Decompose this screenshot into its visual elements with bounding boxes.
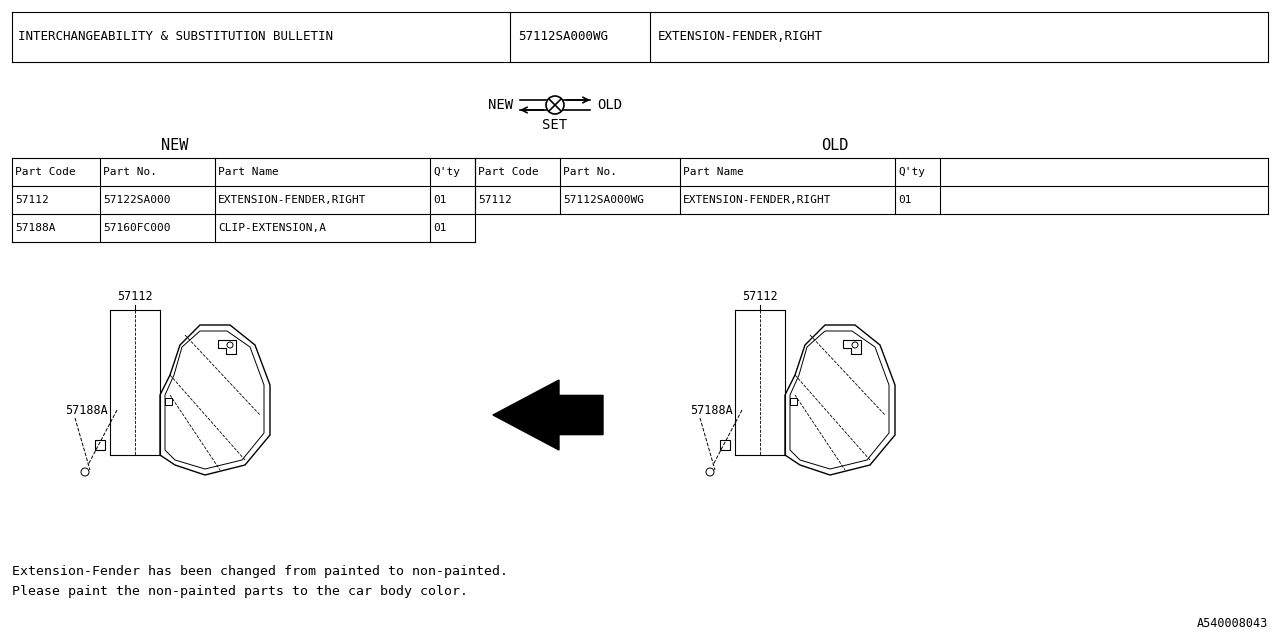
Text: Part No.: Part No. — [102, 167, 157, 177]
Text: 57112: 57112 — [477, 195, 512, 205]
Text: 01: 01 — [433, 195, 447, 205]
Text: INTERCHANGEABILITY & SUBSTITUTION BULLETIN: INTERCHANGEABILITY & SUBSTITUTION BULLET… — [18, 31, 333, 44]
Text: 57112SA000WG: 57112SA000WG — [518, 31, 608, 44]
Text: 57188A: 57188A — [15, 223, 55, 233]
Text: 01: 01 — [433, 223, 447, 233]
Text: OLD: OLD — [822, 138, 849, 152]
Text: CLIP-EXTENSION,A: CLIP-EXTENSION,A — [218, 223, 326, 233]
Text: Part No.: Part No. — [563, 167, 617, 177]
Text: 01: 01 — [899, 195, 911, 205]
Text: NEW: NEW — [488, 98, 513, 112]
Text: 57112SA000WG: 57112SA000WG — [563, 195, 644, 205]
Text: 57188A: 57188A — [690, 403, 732, 417]
Text: NEW: NEW — [161, 138, 188, 152]
Polygon shape — [493, 380, 603, 450]
Text: 57160FC000: 57160FC000 — [102, 223, 170, 233]
Text: A540008043: A540008043 — [1197, 617, 1268, 630]
Text: 57122SA000: 57122SA000 — [102, 195, 170, 205]
Text: Q'ty: Q'ty — [433, 167, 460, 177]
Text: Part Name: Part Name — [684, 167, 744, 177]
Text: 57112: 57112 — [742, 290, 778, 303]
Text: EXTENSION-FENDER,RIGHT: EXTENSION-FENDER,RIGHT — [658, 31, 823, 44]
Text: 57188A: 57188A — [65, 403, 108, 417]
Text: OLD: OLD — [596, 98, 622, 112]
Bar — [719, 440, 730, 450]
Text: SET: SET — [543, 118, 567, 132]
Bar — [95, 440, 105, 450]
Text: 57112: 57112 — [118, 290, 152, 303]
Text: EXTENSION-FENDER,RIGHT: EXTENSION-FENDER,RIGHT — [684, 195, 832, 205]
Text: Extension-Fender has been changed from painted to non-painted.: Extension-Fender has been changed from p… — [12, 566, 508, 579]
Text: EXTENSION-FENDER,RIGHT: EXTENSION-FENDER,RIGHT — [218, 195, 366, 205]
Text: Part Code: Part Code — [15, 167, 76, 177]
Text: Part Name: Part Name — [218, 167, 279, 177]
Bar — [790, 398, 797, 405]
Text: Please paint the non-painted parts to the car body color.: Please paint the non-painted parts to th… — [12, 586, 468, 598]
Text: Part Code: Part Code — [477, 167, 539, 177]
Text: Q'ty: Q'ty — [899, 167, 925, 177]
Text: 57112: 57112 — [15, 195, 49, 205]
Bar — [165, 398, 172, 405]
